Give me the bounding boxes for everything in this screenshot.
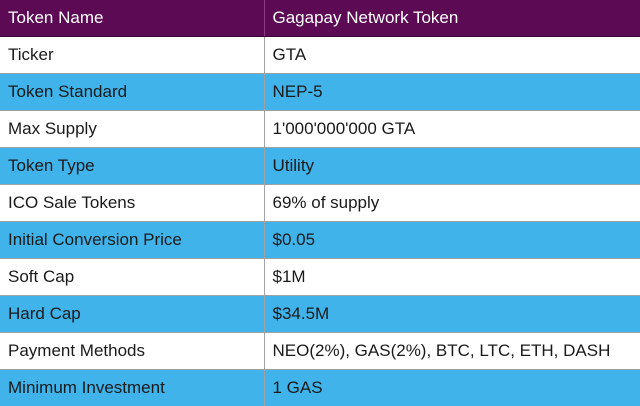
row-value: Utility bbox=[263, 147, 640, 185]
row-value: GTA bbox=[263, 36, 640, 74]
row-value: 69% of supply bbox=[263, 184, 640, 222]
table-row: Token Standard NEP-5 bbox=[0, 73, 640, 111]
table-row: Hard Cap $34.5M bbox=[0, 295, 640, 333]
row-value: NEP-5 bbox=[263, 73, 640, 111]
table-row: Payment Methods NEO(2%), GAS(2%), BTC, L… bbox=[0, 332, 640, 370]
row-label: Initial Conversion Price bbox=[0, 221, 264, 259]
table-header-row: Token Name Gagapay Network Token bbox=[0, 0, 640, 37]
row-label: Payment Methods bbox=[0, 332, 264, 370]
header-token-value: Gagapay Network Token bbox=[263, 0, 640, 37]
table-row: Token Type Utility bbox=[0, 147, 640, 185]
row-label: Ticker bbox=[0, 36, 264, 74]
table-row: Initial Conversion Price $0.05 bbox=[0, 221, 640, 259]
table-row: ICO Sale Tokens 69% of supply bbox=[0, 184, 640, 222]
row-value: $1M bbox=[263, 258, 640, 296]
row-label: Token Type bbox=[0, 147, 264, 185]
row-value: $34.5M bbox=[263, 295, 640, 333]
row-label: Minimum Investment bbox=[0, 369, 264, 406]
header-token-name: Token Name bbox=[0, 0, 264, 37]
table-row: Soft Cap $1M bbox=[0, 258, 640, 296]
row-label: Hard Cap bbox=[0, 295, 264, 333]
row-value: 1 GAS bbox=[263, 369, 640, 406]
table-row: Ticker GTA bbox=[0, 36, 640, 74]
row-label: ICO Sale Tokens bbox=[0, 184, 264, 222]
row-value: NEO(2%), GAS(2%), BTC, LTC, ETH, DASH bbox=[263, 332, 640, 370]
row-label: Max Supply bbox=[0, 110, 264, 148]
row-value: $0.05 bbox=[263, 221, 640, 259]
row-label: Token Standard bbox=[0, 73, 264, 111]
table-row: Max Supply 1'000'000'000 GTA bbox=[0, 110, 640, 148]
row-value: 1'000'000'000 GTA bbox=[263, 110, 640, 148]
table-row: Minimum Investment 1 GAS bbox=[0, 369, 640, 406]
row-label: Soft Cap bbox=[0, 258, 264, 296]
